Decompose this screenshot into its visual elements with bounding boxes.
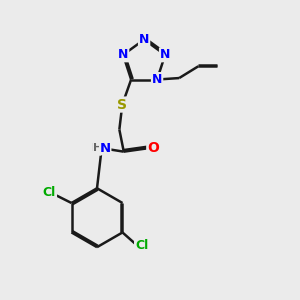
Text: N: N [160, 48, 170, 61]
Text: N: N [139, 33, 149, 46]
Text: H: H [93, 143, 102, 153]
Text: N: N [118, 48, 128, 61]
Text: Cl: Cl [135, 239, 148, 252]
Text: N: N [152, 73, 162, 86]
Text: S: S [117, 98, 127, 112]
Text: N: N [90, 142, 101, 154]
Text: N: N [100, 142, 111, 154]
Text: Cl: Cl [43, 186, 56, 199]
Text: O: O [147, 141, 159, 155]
Text: H: H [91, 143, 100, 153]
